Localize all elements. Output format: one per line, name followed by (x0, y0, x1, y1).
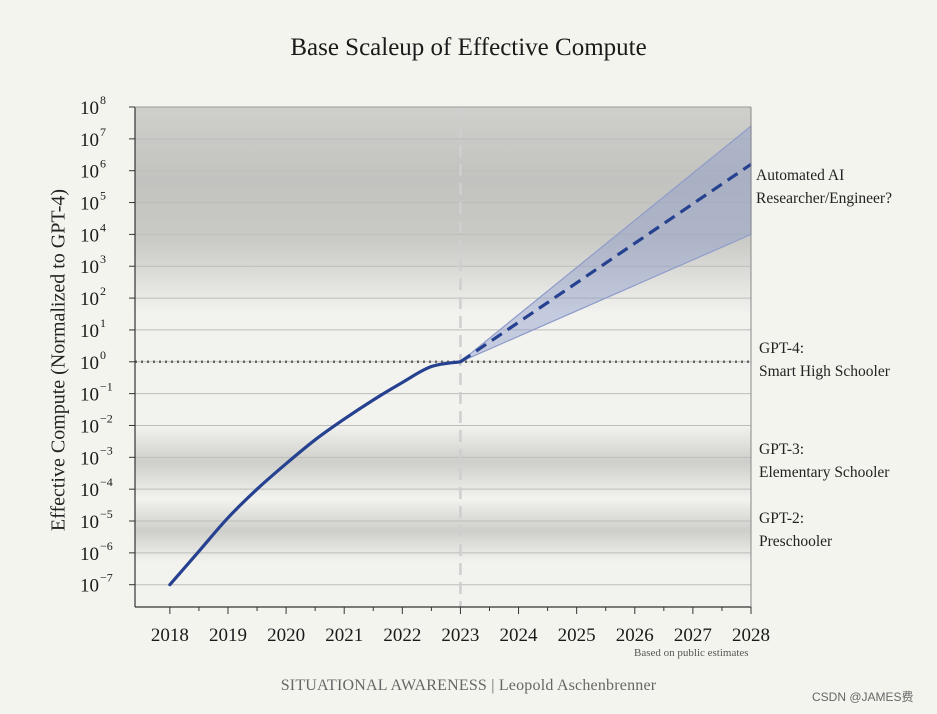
chart-title: Base Scaleup of Effective Compute (290, 34, 647, 61)
y-tick-exponent: 3 (100, 252, 106, 266)
x-tick-label: 2019 (209, 625, 247, 646)
annotation-ai-line2: Researcher/Engineer? (756, 190, 892, 207)
x-tick-label: 2021 (325, 625, 363, 646)
y-tick-label: 10 (80, 353, 99, 374)
y-tick-label: 10 (80, 416, 99, 437)
watermark: CSDN @JAMES费 (812, 690, 914, 704)
y-tick-label: 10 (80, 98, 99, 119)
annotation-gpt3-line1: GPT-3: (759, 441, 805, 458)
y-tick-exponent: −2 (100, 411, 113, 425)
y-tick-exponent: −4 (100, 475, 113, 489)
y-tick-exponent: 2 (100, 284, 106, 298)
y-tick-label: 10 (80, 576, 99, 597)
annotation-automated-ai: Automated AI Researcher/Engineer? (756, 164, 892, 210)
footer-credit: SITUATIONAL AWARENESS | Leopold Aschenbr… (280, 677, 657, 694)
annotation-gpt2-line2: Preschooler (759, 533, 833, 550)
y-tick-label: 10 (80, 257, 99, 278)
y-tick-exponent: −1 (100, 380, 113, 394)
y-tick-label: 10 (80, 480, 99, 501)
y-tick-label: 10 (80, 289, 99, 310)
y-tick-label: 10 (80, 512, 99, 533)
x-tick-label: 2024 (500, 625, 539, 646)
y-tick-label: 10 (80, 448, 99, 469)
y-tick-exponent: 4 (100, 220, 106, 234)
y-tick-exponent: −7 (100, 571, 113, 585)
y-tick-label: 10 (80, 162, 99, 183)
y-tick-exponent: −3 (100, 443, 113, 457)
x-tick-label: 2018 (151, 625, 189, 646)
y-tick-label: 10 (80, 225, 99, 246)
y-tick-exponent: 7 (100, 125, 106, 139)
x-tick-label: 2022 (383, 625, 421, 646)
x-tick-label: 2026 (616, 625, 654, 646)
y-tick-exponent: −5 (100, 507, 113, 521)
annotation-gpt3: GPT-3: Elementary Schooler (759, 438, 889, 484)
series-projection (459, 163, 752, 364)
y-tick-label: 10 (80, 321, 99, 342)
x-tick-label: 2020 (267, 625, 305, 646)
y-tick-label: 10 (80, 130, 99, 151)
y-tick-exponent: 1 (100, 316, 106, 330)
y-tick-exponent: 0 (100, 348, 106, 362)
source-note: Based on public estimates (634, 647, 749, 659)
y-tick-exponent: 8 (100, 93, 106, 107)
annotation-gpt2-line1: GPT-2: (759, 510, 805, 527)
y-tick-exponent: −6 (100, 539, 113, 553)
y-tick-label: 10 (80, 194, 99, 215)
annotation-gpt4: GPT-4: Smart High Schooler (759, 337, 890, 383)
y-tick-exponent: 5 (100, 189, 106, 203)
y-tick-label: 10 (80, 385, 99, 406)
x-tick-label: 2027 (674, 625, 712, 646)
series-historical (168, 360, 463, 587)
y-tick-label: 10 (80, 544, 99, 565)
annotation-gpt4-line2: Smart High Schooler (759, 363, 890, 380)
y-tick-exponent: 6 (100, 157, 106, 171)
annotation-gpt4-line1: GPT-4: (759, 340, 805, 357)
annotation-gpt2: GPT-2: Preschooler (759, 507, 832, 553)
x-tick-label: 2023 (441, 625, 479, 646)
shaded-band-gpt-3 (135, 425, 751, 499)
x-tick-label: 2025 (558, 625, 596, 646)
annotation-gpt3-line2: Elementary Schooler (759, 464, 890, 481)
x-tick-label: 2028 (732, 625, 770, 646)
annotation-ai-line1: Automated AI (756, 167, 845, 184)
